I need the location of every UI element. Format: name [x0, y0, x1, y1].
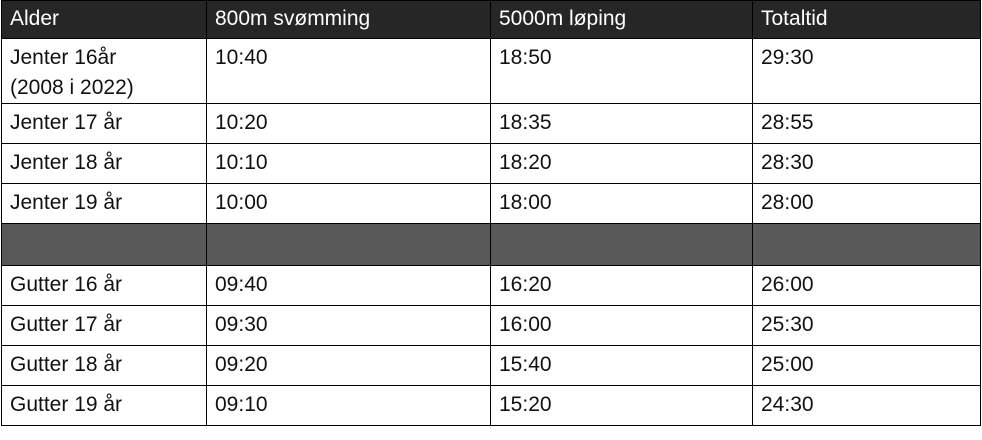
table-cell: 16:00: [490, 305, 753, 346]
table-body: Jenter 16år (2008 i 2022) 10:40 18:50 29:30…: [1, 38, 981, 426]
header-row: Alder 800m svømming 5000m løping Totaltid: [1, 0, 981, 39]
table-cell: 29:30: [752, 38, 981, 104]
table-cell: 10:00: [206, 183, 491, 224]
table-cell: 25:00: [752, 345, 981, 386]
table-cell: Gutter 19 år: [1, 385, 207, 426]
table-cell: 28:55: [752, 103, 981, 144]
table-row: Jenter 17 år 10:20 18:35 28:55: [1, 103, 981, 144]
table-row: Jenter 18 år 10:10 18:20 28:30: [1, 143, 981, 184]
table-row: Jenter 19 år 10:00 18:00 28:00: [1, 183, 981, 224]
table-cell: 28:30: [752, 143, 981, 184]
table-cell: Jenter 16år (2008 i 2022): [1, 38, 207, 104]
table-cell: 25:30: [752, 305, 981, 346]
header-cell: 800m svømming: [206, 0, 491, 39]
table-cell: 16:20: [490, 265, 753, 306]
table-cell: Jenter 19 år: [1, 183, 207, 224]
header-cell: Totaltid: [752, 0, 981, 39]
separator-cell: [752, 223, 981, 266]
table-row: Gutter 19 år 09:10 15:20 24:30: [1, 385, 981, 426]
separator-row: [1, 223, 981, 266]
table-cell: 24:30: [752, 385, 981, 426]
table-cell: 15:40: [490, 345, 753, 386]
table-row: Gutter 17 år 09:30 16:00 25:30: [1, 305, 981, 346]
table-cell: 09:20: [206, 345, 491, 386]
table-row: Gutter 16 år 09:40 16:20 26:00: [1, 265, 981, 306]
table-cell: Gutter 18 år: [1, 345, 207, 386]
table-cell: Jenter 18 år: [1, 143, 207, 184]
table-cell: 15:20: [490, 385, 753, 426]
table-cell: 18:20: [490, 143, 753, 184]
separator-cell: [1, 223, 207, 266]
header-cell: 5000m løping: [490, 0, 753, 39]
table-cell: 09:10: [206, 385, 491, 426]
separator-cell: [490, 223, 753, 266]
table-cell: 26:00: [752, 265, 981, 306]
table-cell: 10:10: [206, 143, 491, 184]
table-cell: 10:20: [206, 103, 491, 144]
table-cell: 10:40: [206, 38, 491, 104]
separator-cell: [206, 223, 491, 266]
table-cell: Gutter 16 år: [1, 265, 207, 306]
table-cell: 18:00: [490, 183, 753, 224]
table-cell: 09:40: [206, 265, 491, 306]
header-cell: Alder: [1, 0, 207, 39]
table-row: Gutter 18 år 09:20 15:40 25:00: [1, 345, 981, 386]
table-cell: Jenter 17 år: [1, 103, 207, 144]
table-row: Jenter 16år (2008 i 2022) 10:40 18:50 29:30: [1, 38, 981, 104]
table-cell: 28:00: [752, 183, 981, 224]
table-cell: 09:30: [206, 305, 491, 346]
results-table: Alder 800m svømming 5000m løping Totaltid J…: [1, 0, 981, 426]
table-cell: Gutter 17 år: [1, 305, 207, 346]
table-cell: 18:35: [490, 103, 753, 144]
table-cell: 18:50: [490, 38, 753, 104]
